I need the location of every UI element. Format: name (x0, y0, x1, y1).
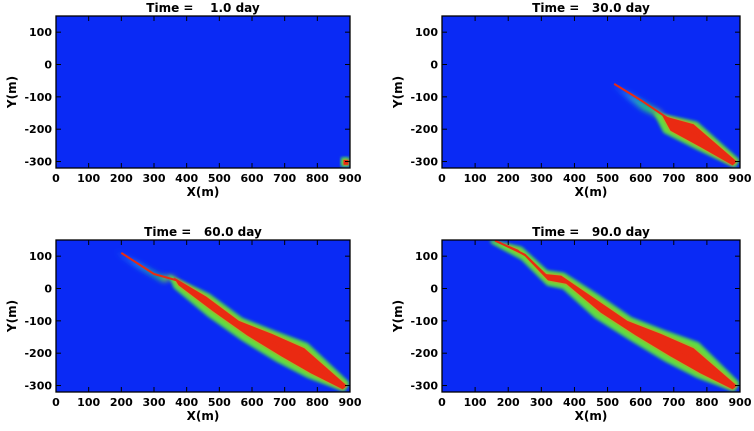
y-tick-label: 100 (415, 250, 438, 263)
x-tick-label: 400 (175, 172, 198, 185)
plume-core (662, 115, 737, 166)
panel-1: 0 100 200 300 400 500 600 700 800 900 -300 -200 -100… (5, 1, 362, 199)
x-axis-label: X(m) (187, 185, 220, 199)
x-tick-label: 0 (52, 172, 60, 185)
y-tick-label: 0 (430, 283, 438, 296)
panel-title: Time = 30.0 day (532, 1, 650, 15)
x-tick-label: 400 (175, 396, 198, 409)
x-tick-label: 900 (729, 396, 752, 409)
plot-frame (55, 239, 351, 393)
y-tick-label: -100 (410, 91, 438, 104)
x-tick-label: 300 (530, 172, 553, 185)
x-tick-label: 100 (464, 396, 487, 409)
plume-centerline (494, 240, 736, 388)
y-tick-label: -200 (410, 347, 438, 360)
x-tick-label: 200 (110, 172, 133, 185)
plume-centerline (120, 252, 346, 388)
plume-core (173, 277, 347, 390)
panel-title: Time = 1.0 day (146, 1, 260, 15)
panel-title: Time = 60.0 day (144, 225, 262, 239)
x-tick-label: 700 (273, 396, 296, 409)
x-tick-label: 900 (339, 172, 362, 185)
x-tick-label: 600 (629, 396, 652, 409)
x-axis-label: X(m) (575, 185, 608, 199)
y-tick-label: -100 (410, 315, 438, 328)
plume-group (114, 249, 350, 392)
y-tick-label: -300 (24, 156, 52, 169)
x-axis-label: X(m) (187, 409, 220, 423)
panel-4: 0 100 200 300 400 500 600 700 800 900 -300 -200 -100… (391, 225, 752, 423)
x-tick-label: 700 (662, 172, 685, 185)
y-tick-label: 0 (44, 59, 52, 72)
x-tick-label: 800 (695, 172, 718, 185)
x-tick-label: 400 (563, 396, 586, 409)
panel-3: 0 100 200 300 400 500 600 700 800 900 -300 -200 -100… (5, 225, 362, 423)
y-tick-label: -300 (410, 156, 438, 169)
x-axis-label: X(m) (575, 409, 608, 423)
x-tick-label: 500 (596, 172, 619, 185)
x-tick-label: 600 (241, 172, 264, 185)
concentration-field (56, 16, 350, 168)
x-tick-label: 300 (530, 396, 553, 409)
y-tick-label: -200 (410, 123, 438, 136)
plot-frame (55, 15, 351, 169)
x-tick-label: 700 (662, 396, 685, 409)
plume-core (343, 159, 349, 165)
x-tick-label: 0 (438, 396, 446, 409)
y-axis-label: Y(m) (391, 76, 405, 109)
y-tick-label: -100 (24, 315, 52, 328)
x-tick-label: 600 (241, 396, 264, 409)
x-tick-label: 800 (695, 396, 718, 409)
plume-group (490, 240, 740, 392)
x-tick-label: 0 (52, 396, 60, 409)
x-tick-label: 300 (143, 396, 166, 409)
plume-group (341, 157, 350, 167)
x-tick-label: 0 (438, 172, 446, 185)
x-tick-label: 900 (339, 396, 362, 409)
y-axis-label: Y(m) (5, 76, 19, 109)
y-tick-label: -200 (24, 347, 52, 360)
y-axis-label: Y(m) (391, 300, 405, 333)
plot-frame (441, 15, 741, 169)
panel-2: 0 100 200 300 400 500 600 700 800 900 -300 -200 -100… (391, 1, 752, 199)
x-tick-label: 300 (143, 172, 166, 185)
x-tick-label: 800 (306, 396, 329, 409)
y-tick-label: -100 (24, 91, 52, 104)
plume-centerline (613, 83, 736, 164)
plume-group (610, 82, 740, 168)
x-tick-label: 500 (208, 172, 231, 185)
y-tick-label: 0 (430, 59, 438, 72)
x-tick-label: 600 (629, 172, 652, 185)
x-tick-label: 200 (110, 396, 133, 409)
plume-tail (610, 82, 666, 120)
y-tick-label: -300 (24, 380, 52, 393)
x-tick-label: 900 (729, 172, 752, 185)
x-tick-label: 200 (497, 172, 520, 185)
x-tick-label: 500 (596, 396, 619, 409)
y-tick-label: 100 (415, 26, 438, 39)
x-tick-label: 200 (497, 396, 520, 409)
x-tick-label: 700 (273, 172, 296, 185)
x-tick-label: 100 (77, 172, 100, 185)
y-tick-label: 0 (44, 283, 52, 296)
y-tick-label: 100 (29, 26, 52, 39)
y-tick-label: -200 (24, 123, 52, 136)
y-tick-label: -300 (410, 380, 438, 393)
panel-title: Time = 90.0 day (532, 225, 650, 239)
x-tick-label: 800 (306, 172, 329, 185)
plot-frame (441, 239, 741, 393)
y-tick-label: 100 (29, 250, 52, 263)
x-tick-label: 400 (563, 172, 586, 185)
x-tick-label: 100 (464, 172, 487, 185)
x-tick-label: 100 (77, 396, 100, 409)
x-tick-label: 500 (208, 396, 231, 409)
y-axis-label: Y(m) (5, 300, 19, 333)
